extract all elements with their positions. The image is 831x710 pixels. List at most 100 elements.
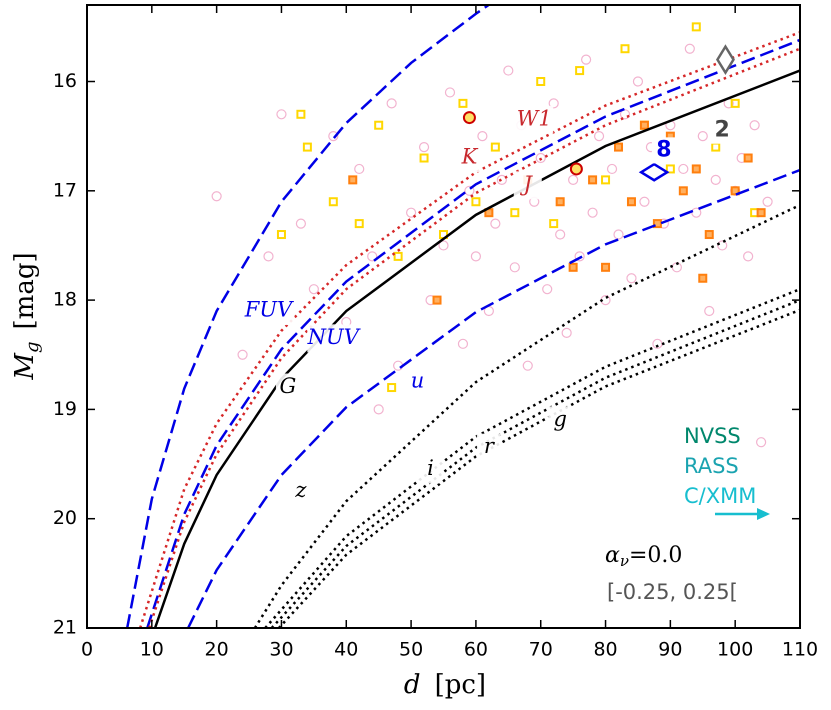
data-point xyxy=(698,273,708,283)
frame xyxy=(86,4,801,629)
curve xyxy=(270,298,800,628)
curve-label: NUV xyxy=(307,325,361,349)
label-box xyxy=(307,324,360,353)
data-point xyxy=(691,164,701,174)
data-point xyxy=(626,197,636,207)
data-point xyxy=(510,208,520,218)
data-point xyxy=(458,98,468,108)
curve-label: z xyxy=(294,478,307,502)
data-point xyxy=(678,186,688,196)
curve-label: G xyxy=(280,374,297,398)
data-point xyxy=(587,207,598,218)
data-point xyxy=(568,262,578,272)
x-unit: [pc] xyxy=(435,670,487,700)
y-tick-label: 16 xyxy=(53,70,77,92)
data-point xyxy=(536,77,546,87)
data-point xyxy=(652,338,663,349)
overlay: FUV NUV u W1 K Gz i r g J 2 8 xyxy=(242,44,735,506)
data-point xyxy=(665,164,675,174)
y-subscript: g xyxy=(22,341,43,353)
y-symbol: M xyxy=(10,352,40,381)
data-point xyxy=(606,163,618,175)
survey-label: C/XMM xyxy=(684,484,756,508)
data-point xyxy=(639,120,649,130)
data-point xyxy=(710,174,721,185)
label-box xyxy=(242,297,295,326)
special-marker xyxy=(715,44,735,76)
y-tick-label: 21 xyxy=(53,617,77,639)
x-tick-label: 70 xyxy=(529,639,553,661)
x-tick-label: 100 xyxy=(717,639,753,661)
special-marker xyxy=(569,162,583,176)
data-point xyxy=(626,273,637,284)
data-point xyxy=(613,229,624,240)
data-point xyxy=(432,295,442,305)
data-point xyxy=(418,141,430,153)
survey-label: NVSS xyxy=(684,424,741,448)
data-point xyxy=(522,360,533,371)
data-point xyxy=(509,262,520,273)
data-point xyxy=(503,65,514,76)
label-box xyxy=(515,105,554,134)
data-point xyxy=(730,98,740,108)
label-box xyxy=(457,144,482,173)
y-unit: [mag] xyxy=(10,252,40,329)
data-point xyxy=(574,251,585,262)
data-point xyxy=(756,437,767,448)
y-tick-label: 17 xyxy=(53,179,77,201)
curve-label: r xyxy=(484,434,496,458)
data-point xyxy=(697,131,708,142)
data-point xyxy=(678,163,689,175)
curve xyxy=(277,308,800,628)
data-point xyxy=(601,262,611,272)
label-box xyxy=(405,368,430,397)
x-tick-label: 40 xyxy=(334,639,358,661)
data-point xyxy=(457,338,469,349)
curve xyxy=(146,38,800,628)
x-tick-label: 20 xyxy=(205,639,229,661)
special-marker xyxy=(638,162,670,182)
x-tick-label: 0 xyxy=(81,639,93,661)
data-point xyxy=(464,185,475,196)
data-point xyxy=(575,66,585,76)
label-box xyxy=(513,171,542,200)
x-tick-label: 10 xyxy=(140,639,164,661)
curve xyxy=(264,288,800,628)
data-point xyxy=(535,152,546,164)
data-point xyxy=(438,240,449,251)
data-point xyxy=(620,44,630,54)
x-tick-label: 60 xyxy=(464,639,488,661)
data-point xyxy=(568,174,579,185)
data-point xyxy=(295,218,306,229)
data-point xyxy=(348,175,358,185)
data-point xyxy=(749,120,760,131)
alpha-value: =0.0 xyxy=(629,543,682,568)
data-point xyxy=(470,251,482,262)
data-point xyxy=(743,153,753,163)
number-label: 2 xyxy=(715,118,730,143)
data-point xyxy=(237,349,248,360)
x-tick-label: 110 xyxy=(782,639,818,661)
data-point xyxy=(555,229,566,240)
data-point xyxy=(743,251,754,262)
y-tick-label: 18 xyxy=(53,289,77,311)
curve-label: i xyxy=(427,456,434,480)
alpha-label: αν=0.0 xyxy=(605,543,682,570)
data-point xyxy=(328,197,338,207)
data-point xyxy=(549,219,559,229)
data-point xyxy=(717,240,728,251)
data-point xyxy=(296,109,306,119)
data-point xyxy=(704,305,715,317)
number-label: 8 xyxy=(656,137,671,162)
survey-label: RASS xyxy=(684,454,739,478)
data-point xyxy=(471,197,481,207)
data-point xyxy=(444,87,456,98)
curve xyxy=(148,47,800,628)
x-tick-label: 80 xyxy=(593,639,617,661)
curve-label: J xyxy=(520,172,534,196)
data-point xyxy=(419,153,429,163)
y-tick-label: 20 xyxy=(53,507,77,529)
data-point xyxy=(387,383,397,393)
curve xyxy=(138,31,800,628)
data-point xyxy=(652,219,662,229)
